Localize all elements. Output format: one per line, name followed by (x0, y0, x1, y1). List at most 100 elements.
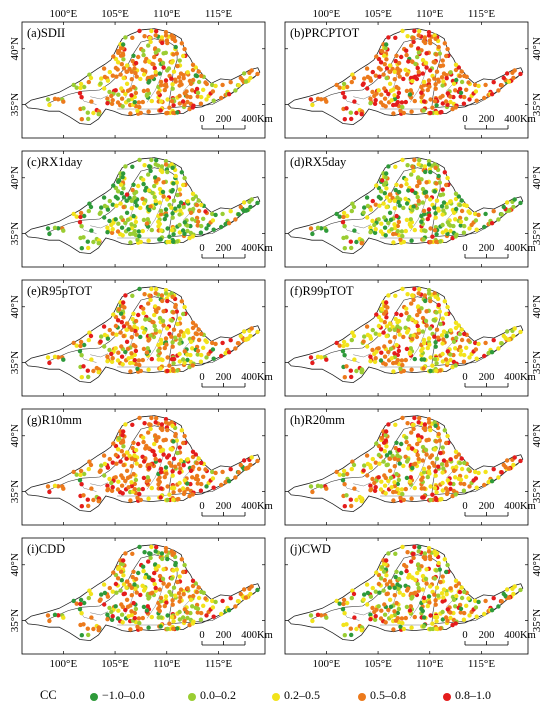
station-dot (141, 217, 147, 223)
station-dot (409, 430, 414, 435)
station-dot (451, 81, 457, 87)
station-dot (181, 205, 186, 210)
station-dot (376, 581, 382, 587)
station-dot (432, 189, 438, 194)
station-dot (400, 28, 405, 34)
station-dot (365, 332, 371, 338)
station-dot (383, 233, 388, 238)
station-dot (392, 335, 397, 340)
station-dot (341, 81, 347, 87)
station-dot (399, 229, 405, 234)
station-dot (181, 334, 186, 339)
station-dot (428, 326, 433, 331)
station-dot (136, 229, 142, 234)
station-dot (190, 604, 195, 609)
station-dot (177, 599, 182, 604)
station-dot (91, 239, 96, 245)
station-dot (129, 77, 134, 82)
x-tick-label: 115°E (205, 8, 232, 20)
station-dot (177, 316, 182, 321)
station-dot (199, 202, 204, 208)
station-dot (474, 227, 479, 232)
station-dot (392, 351, 397, 356)
station-dot (420, 458, 425, 463)
station-dot (117, 178, 122, 183)
station-dot (176, 75, 182, 80)
station-dot (119, 612, 125, 617)
station-dot (413, 577, 418, 583)
station-dot (78, 597, 84, 603)
station-dot (427, 600, 432, 605)
station-dot (315, 225, 321, 230)
station-dot (458, 352, 463, 357)
station-dot (190, 449, 196, 454)
station-dot (121, 57, 126, 62)
station-dot (78, 339, 84, 345)
station-dot (398, 495, 403, 500)
station-dot (384, 186, 389, 191)
station-dot (181, 463, 186, 468)
station-dot (99, 463, 104, 468)
station-dot (141, 88, 147, 94)
y-tick-label: 35°N (531, 480, 543, 503)
station-dot (416, 291, 421, 296)
station-dot (354, 497, 359, 503)
station-dot (467, 97, 472, 102)
station-dot (162, 474, 167, 480)
station-dot (249, 584, 254, 589)
station-dot (145, 604, 150, 609)
station-dot (141, 564, 146, 569)
station-dot (410, 551, 415, 557)
station-dot (199, 589, 204, 595)
station-dot (413, 190, 418, 196)
station-dot (420, 444, 426, 450)
station-dot (171, 327, 177, 332)
station-dot (426, 291, 432, 296)
station-dot (453, 88, 458, 93)
station-dot (364, 195, 370, 200)
station-dot (504, 587, 510, 592)
station-dot (368, 594, 374, 599)
station-dot (110, 460, 116, 465)
station-dot (98, 81, 103, 86)
station-dot (400, 104, 405, 110)
station-dot (434, 198, 440, 203)
station-dot (428, 427, 433, 433)
station-dot (342, 482, 347, 487)
station-dot (426, 78, 432, 83)
station-dot (140, 228, 145, 234)
tributary-line (409, 451, 428, 490)
station-dot (393, 58, 398, 64)
station-dot (489, 479, 495, 484)
x-tick-label: 100°E (313, 658, 341, 670)
station-dot (71, 469, 76, 475)
station-dot (381, 182, 387, 187)
station-dot (415, 183, 420, 189)
station-dot (138, 239, 143, 245)
station-dot (182, 175, 187, 181)
station-dot (158, 237, 163, 242)
station-dot (171, 181, 176, 186)
station-dot (181, 76, 186, 81)
station-dot (158, 466, 164, 472)
station-dot (458, 219, 464, 224)
station-dot (518, 71, 523, 77)
station-dot (81, 106, 86, 111)
station-dot (196, 327, 201, 332)
station-dot (428, 613, 433, 618)
station-dot (394, 342, 399, 348)
station-dot (417, 416, 422, 421)
station-dot (129, 351, 134, 356)
station-dot (47, 489, 52, 495)
station-dot (448, 70, 453, 75)
station-dot (124, 456, 129, 461)
station-dot (432, 357, 438, 362)
station-dot (111, 54, 116, 59)
station-dot (310, 360, 315, 366)
station-dot (61, 486, 66, 491)
station-dot (178, 79, 183, 84)
station-dot (397, 74, 402, 79)
station-dot (379, 608, 384, 613)
station-dot (445, 102, 450, 108)
